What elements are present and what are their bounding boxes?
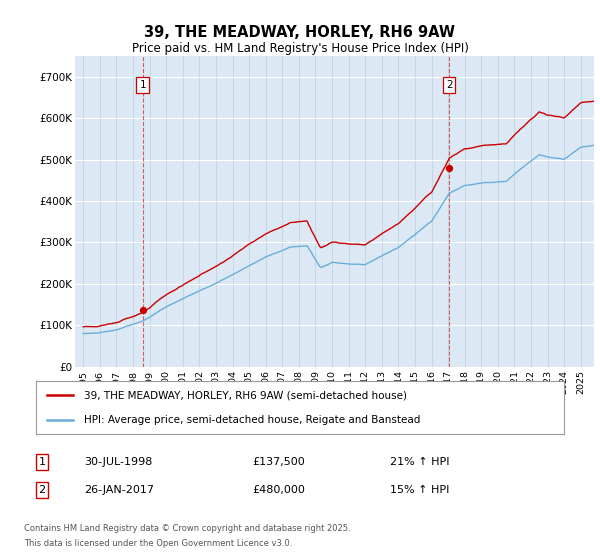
Point: [138, 305, 148, 314]
Text: £137,500: £137,500: [252, 457, 305, 467]
Point: [445, 164, 454, 172]
Text: 39, THE MEADWAY, HORLEY, RH6 9AW (semi-detached house): 39, THE MEADWAY, HORLEY, RH6 9AW (semi-d…: [83, 390, 407, 400]
Text: HPI: Average price, semi-detached house, Reigate and Banstead: HPI: Average price, semi-detached house,…: [83, 414, 420, 424]
Text: 30-JUL-1998: 30-JUL-1998: [84, 457, 152, 467]
Text: This data is licensed under the Open Government Licence v3.0.: This data is licensed under the Open Gov…: [24, 539, 292, 548]
Text: £480,000: £480,000: [252, 485, 305, 495]
Text: 1: 1: [139, 80, 146, 90]
Text: 15% ↑ HPI: 15% ↑ HPI: [390, 485, 449, 495]
Text: 2: 2: [446, 80, 452, 90]
Text: Contains HM Land Registry data © Crown copyright and database right 2025.: Contains HM Land Registry data © Crown c…: [24, 524, 350, 533]
Text: 2: 2: [38, 485, 46, 495]
Text: 21% ↑ HPI: 21% ↑ HPI: [390, 457, 449, 467]
Text: 1: 1: [38, 457, 46, 467]
Text: 26-JAN-2017: 26-JAN-2017: [84, 485, 154, 495]
Text: Price paid vs. HM Land Registry's House Price Index (HPI): Price paid vs. HM Land Registry's House …: [131, 42, 469, 55]
Text: 39, THE MEADWAY, HORLEY, RH6 9AW: 39, THE MEADWAY, HORLEY, RH6 9AW: [145, 25, 455, 40]
